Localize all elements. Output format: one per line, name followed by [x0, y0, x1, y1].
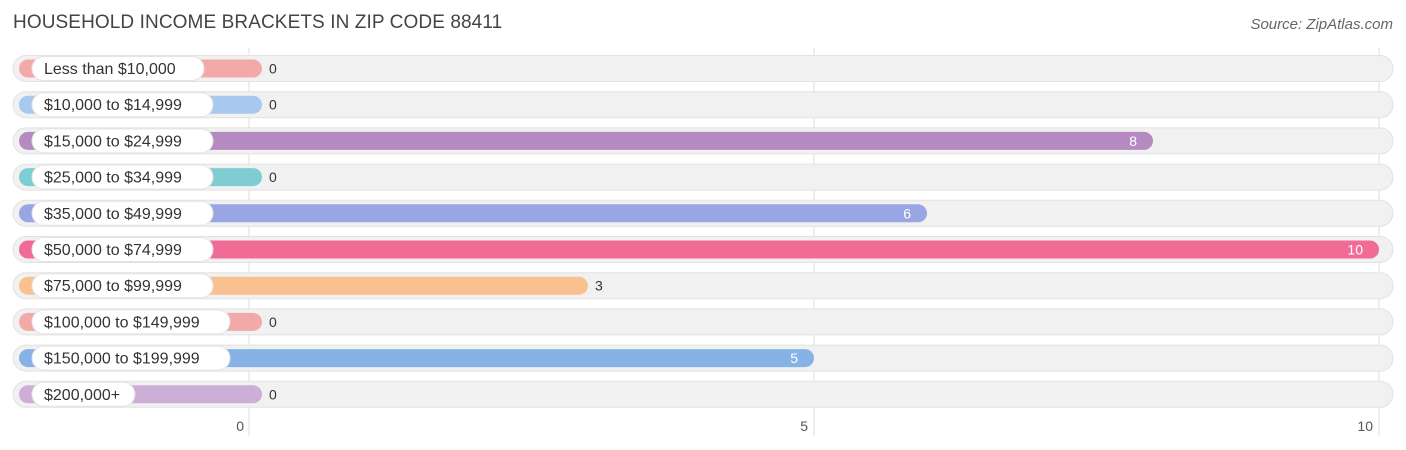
category-label-pill	[31, 164, 214, 190]
x-tick-label: 10	[1357, 418, 1373, 434]
bar-track	[12, 308, 1394, 336]
category-label: $25,000 to $34,999	[44, 170, 182, 187]
bar-row: Less than $10,000 0	[12, 55, 1394, 82]
category-label: $35,000 to $49,999	[44, 206, 182, 223]
bar-row: $100,000 to $149,999 0	[12, 308, 1394, 336]
bar	[19, 131, 1153, 150]
category-label: $150,000 to $199,999	[44, 351, 200, 368]
category-label: $15,000 to $24,999	[44, 133, 182, 150]
category-label: $100,000 to $149,999	[44, 314, 200, 331]
category-label-pill	[31, 92, 214, 118]
bar-track	[12, 380, 1394, 408]
bar-track	[12, 55, 1394, 82]
category-label: $50,000 to $74,999	[44, 242, 182, 259]
category-label-pill	[31, 273, 214, 299]
value-label: 0	[269, 61, 277, 77]
category-label: $200,000+	[44, 387, 120, 404]
bar	[19, 204, 927, 223]
x-tick-label: 5	[800, 418, 808, 434]
bar-row: $25,000 to $34,999 0	[12, 163, 1394, 191]
bar-row: $75,000 to $99,999 3	[12, 272, 1394, 300]
bar-row: $50,000 to $74,999 10	[12, 236, 1394, 263]
category-label-pill	[31, 200, 214, 226]
bar	[19, 240, 1379, 259]
value-label: 8	[1129, 133, 1137, 149]
bar-track	[12, 163, 1394, 191]
category-label: $75,000 to $99,999	[44, 278, 182, 295]
category-label-pill	[31, 381, 136, 407]
category-label-pill	[31, 309, 231, 335]
category-label: Less than $10,000	[44, 61, 176, 78]
bar-row: $10,000 to $14,999 0	[12, 91, 1394, 119]
chart-title: HOUSEHOLD INCOME BRACKETS IN ZIP CODE 88…	[13, 12, 503, 33]
bar-row: $150,000 to $199,999 5	[12, 344, 1394, 372]
value-label: 0	[269, 97, 277, 113]
bar-row: $35,000 to $49,999 6	[12, 199, 1394, 227]
category-label-pill	[31, 237, 214, 262]
category-label-pill	[31, 56, 205, 81]
category-label-pill	[31, 345, 231, 371]
value-label: 0	[269, 169, 277, 185]
bar-row: $200,000+ 0	[12, 380, 1394, 408]
bar-row: $15,000 to $24,999 8	[12, 127, 1394, 155]
value-label: 10	[1347, 242, 1363, 258]
category-label: $10,000 to $14,999	[44, 97, 182, 114]
bar-track	[12, 91, 1394, 119]
source-credit: Source: ZipAtlas.com	[1250, 16, 1393, 33]
category-label-pill	[31, 128, 214, 154]
value-label: 3	[595, 278, 603, 294]
x-tick-label: 0	[236, 418, 244, 434]
value-label: 0	[269, 314, 277, 330]
value-label: 6	[903, 205, 911, 221]
value-label: 0	[269, 386, 277, 402]
value-label: 5	[790, 350, 798, 366]
